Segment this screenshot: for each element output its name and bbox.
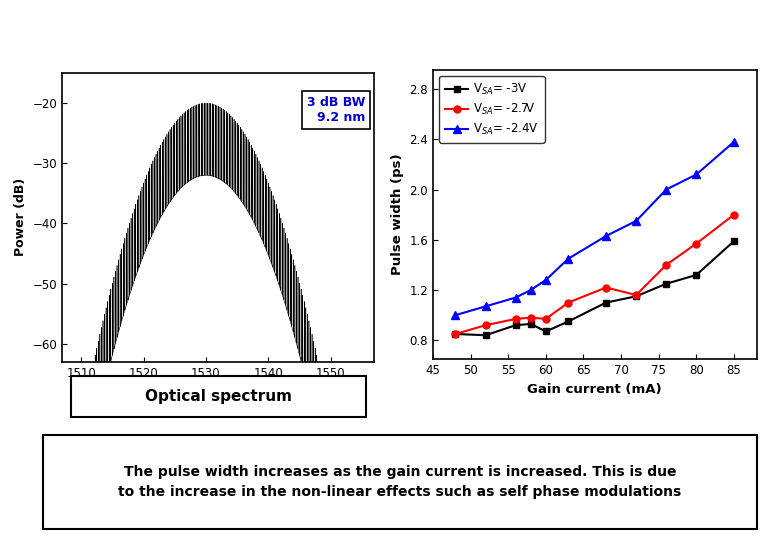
V$_{SA}$= -2.4V — [511, 294, 520, 301]
V$_{SA}$= -2.4V — [564, 255, 573, 262]
Text: 3 dB BW
9.2 nm: 3 dB BW 9.2 nm — [307, 96, 365, 124]
V$_{SA}$= -2.7V — [511, 316, 520, 322]
V$_{SA}$= -2.4V — [692, 171, 701, 178]
V$_{SA}$= -2.7V — [526, 314, 535, 321]
V$_{SA}$= -2.7V — [692, 240, 701, 247]
V$_{SA}$= -2.7V — [541, 316, 551, 322]
V$_{SA}$= -3V — [692, 272, 701, 278]
V$_{SA}$= -2.4V — [526, 287, 535, 293]
FancyBboxPatch shape — [71, 376, 366, 417]
X-axis label: Wavelength (nm): Wavelength (nm) — [158, 385, 279, 398]
V$_{SA}$= -3V — [729, 238, 739, 244]
V$_{SA}$= -2.4V — [451, 312, 460, 319]
V$_{SA}$= -2.7V — [729, 211, 739, 218]
V$_{SA}$= -2.7V — [632, 292, 641, 298]
Text: Optical spectrum: Optical spectrum — [145, 389, 292, 404]
V$_{SA}$= -3V — [632, 293, 641, 300]
V$_{SA}$= -3V — [601, 299, 611, 306]
V$_{SA}$= -3V — [661, 280, 671, 287]
X-axis label: Gain current (mA): Gain current (mA) — [527, 382, 662, 395]
Legend: V$_{SA}$= -3V, V$_{SA}$= -2.7V, V$_{SA}$= -2.4V: V$_{SA}$= -3V, V$_{SA}$= -2.7V, V$_{SA}$… — [439, 76, 544, 143]
Line: V$_{SA}$= -3V: V$_{SA}$= -3V — [452, 238, 737, 339]
V$_{SA}$= -3V — [481, 332, 491, 339]
Text: Mode locking results: Cont;: Mode locking results: Cont; — [175, 15, 605, 42]
Y-axis label: Power (dB): Power (dB) — [14, 178, 27, 256]
V$_{SA}$= -2.7V — [564, 299, 573, 306]
Line: V$_{SA}$= -2.7V: V$_{SA}$= -2.7V — [452, 211, 737, 338]
V$_{SA}$= -2.7V — [661, 262, 671, 268]
V$_{SA}$= -2.7V — [601, 284, 611, 291]
V$_{SA}$= -2.4V — [729, 139, 739, 145]
V$_{SA}$= -3V — [526, 321, 535, 327]
V$_{SA}$= -2.4V — [541, 276, 551, 283]
V$_{SA}$= -3V — [541, 328, 551, 335]
V$_{SA}$= -2.7V — [451, 330, 460, 337]
V$_{SA}$= -2.4V — [481, 303, 491, 309]
V$_{SA}$= -2.4V — [632, 218, 641, 224]
V$_{SA}$= -2.4V — [601, 233, 611, 239]
V$_{SA}$= -2.4V — [661, 186, 671, 193]
V$_{SA}$= -3V — [511, 322, 520, 328]
V$_{SA}$= -3V — [564, 318, 573, 325]
Y-axis label: Pulse width (ps): Pulse width (ps) — [391, 154, 404, 275]
Text: The pulse width increases as the gain current is increased. This is due
to the i: The pulse width increases as the gain cu… — [118, 464, 682, 500]
Line: V$_{SA}$= -2.4V: V$_{SA}$= -2.4V — [452, 138, 738, 319]
V$_{SA}$= -2.7V — [481, 322, 491, 328]
V$_{SA}$= -3V — [451, 330, 460, 337]
FancyBboxPatch shape — [43, 435, 757, 529]
